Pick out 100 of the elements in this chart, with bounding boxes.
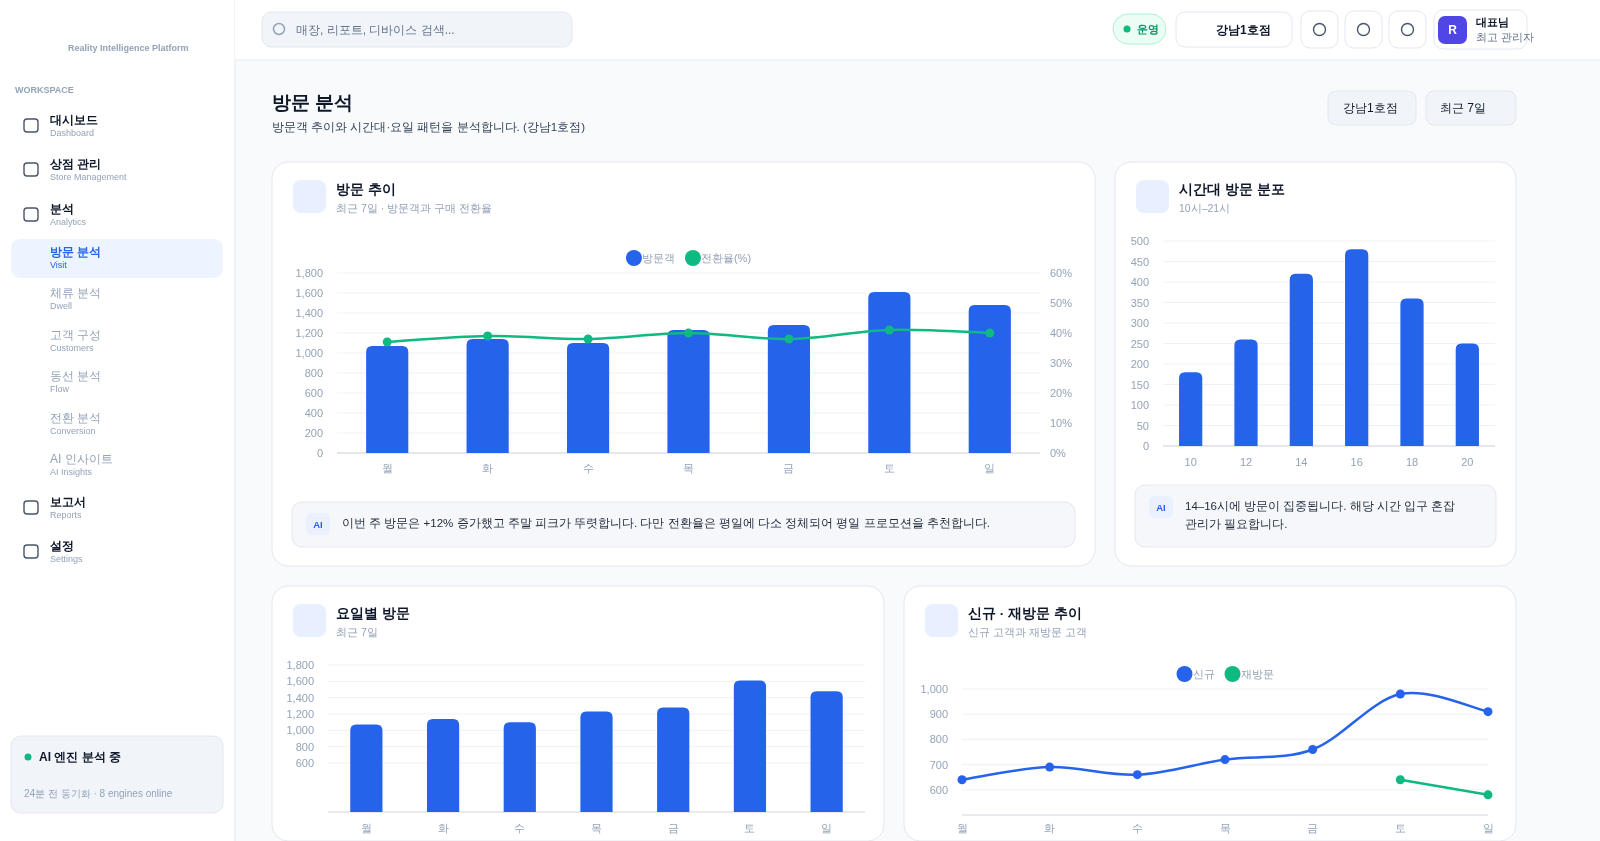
text: 방문 분석 bbox=[272, 91, 354, 113]
bar bbox=[1289, 273, 1313, 446]
text: Store Management bbox=[50, 172, 128, 182]
x-tick-label: 수 bbox=[514, 822, 526, 834]
text: 분석 bbox=[50, 202, 74, 216]
x-tick-label: 목 bbox=[591, 822, 602, 834]
point bbox=[483, 331, 493, 341]
y2-tick-label: 10% bbox=[1050, 417, 1073, 429]
text: Reports bbox=[50, 510, 83, 520]
legend-label: 전환율(%) bbox=[700, 252, 752, 264]
point bbox=[1132, 770, 1142, 780]
y-tick-label: 900 bbox=[929, 708, 948, 721]
y-tick-label: 1,800 bbox=[286, 659, 314, 671]
x-tick-label: 금 bbox=[783, 462, 795, 474]
bar bbox=[657, 707, 690, 812]
y-tick-label: 0 bbox=[316, 447, 323, 459]
bar bbox=[868, 292, 911, 453]
point bbox=[1483, 707, 1493, 717]
text: 매장, 리포트, 디바이스 검색... bbox=[296, 23, 455, 37]
y-tick-label: 400 bbox=[304, 407, 323, 419]
y-tick-label: 600 bbox=[929, 783, 948, 796]
text: 방문객 추이와 시간대·요일 패턴을 분석합니다. (강남1호점) bbox=[272, 121, 586, 133]
text: 고객 구성 bbox=[50, 328, 102, 342]
text: 설정 bbox=[49, 539, 74, 553]
text: AI Insights bbox=[50, 467, 93, 477]
legend-label: 방문객 bbox=[641, 252, 675, 264]
x-tick-label: 18 bbox=[1405, 456, 1419, 468]
x-tick-label: 화 bbox=[437, 822, 449, 834]
y2-tick-label: 40% bbox=[1050, 327, 1073, 339]
text: Settings bbox=[50, 554, 84, 564]
text: WORKSPACE bbox=[15, 85, 74, 95]
text: AI 엔진 분석 중 bbox=[39, 750, 122, 764]
chart-title: 요일별 방문 bbox=[336, 605, 410, 621]
y-tick-label: 1,200 bbox=[286, 708, 314, 720]
y-tick-label: 1,400 bbox=[295, 307, 323, 319]
point bbox=[1395, 775, 1405, 785]
x-tick-label: 20 bbox=[1461, 456, 1474, 468]
x-tick-label: 토 bbox=[883, 462, 895, 474]
y2-tick-label: 20% bbox=[1050, 387, 1073, 399]
x-tick-label: 10 bbox=[1184, 456, 1197, 468]
point bbox=[1308, 744, 1318, 754]
text: 체류 분석 bbox=[50, 286, 102, 300]
text: Conversion bbox=[50, 426, 96, 436]
text: 대표님 bbox=[1476, 16, 1509, 28]
text: 강남1호점 bbox=[1343, 101, 1398, 115]
y-tick-label: 700 bbox=[929, 758, 948, 771]
point bbox=[985, 328, 995, 338]
y2-tick-label: 30% bbox=[1050, 357, 1073, 369]
y2-tick-label: 0% bbox=[1050, 447, 1067, 459]
point bbox=[1045, 762, 1055, 772]
text: 24분 전 동기화 · 8 engines online bbox=[24, 787, 173, 799]
bar bbox=[366, 346, 409, 453]
bar bbox=[968, 305, 1011, 453]
y-tick-label: 250 bbox=[1130, 337, 1149, 350]
bar bbox=[426, 718, 460, 812]
chart-title: 시간대 방문 분포 bbox=[1179, 181, 1285, 197]
chart-title: 신규 · 재방문 추이 bbox=[968, 605, 1082, 621]
x-tick-label: 12 bbox=[1239, 456, 1253, 468]
text: 대시보드 bbox=[50, 113, 98, 127]
x-tick-label: 월 bbox=[956, 822, 968, 834]
y-tick-label: 600 bbox=[295, 757, 314, 769]
chart-subtitle: 10시–21시 bbox=[1179, 202, 1231, 214]
chart-title: 방문 추이 bbox=[336, 181, 396, 197]
y-tick-label: 200 bbox=[304, 427, 323, 439]
text: 방문 분석 bbox=[50, 245, 102, 259]
text: Visit bbox=[50, 260, 68, 270]
x-tick-label: 수 bbox=[1131, 822, 1143, 834]
x-tick-label: 목 bbox=[683, 462, 694, 474]
text: AI 인사이트 bbox=[50, 452, 113, 466]
text: Flow bbox=[50, 384, 70, 394]
bar bbox=[1345, 249, 1369, 446]
text: Analytics bbox=[50, 217, 87, 227]
bar bbox=[733, 680, 767, 812]
bar bbox=[667, 330, 710, 453]
y-tick-label: 1,800 bbox=[295, 267, 323, 279]
point bbox=[884, 325, 894, 335]
text: 동선 분석 bbox=[50, 369, 102, 383]
x-tick-label: 월 bbox=[360, 822, 372, 834]
y-tick-label: 500 bbox=[1130, 235, 1149, 247]
y-tick-label: 1,000 bbox=[286, 724, 314, 737]
y-tick-label: 350 bbox=[1130, 296, 1149, 309]
legend-label: 재방문 bbox=[1240, 668, 1274, 680]
text: Dwell bbox=[50, 301, 73, 311]
bar bbox=[566, 343, 610, 453]
x-tick-label: 목 bbox=[1219, 822, 1231, 834]
x-tick-label: 일 bbox=[1482, 822, 1494, 834]
y-tick-label: 1,000 bbox=[295, 347, 323, 359]
y-tick-label: 800 bbox=[304, 367, 323, 379]
legend-label: 신규 bbox=[1192, 668, 1215, 680]
point bbox=[583, 334, 593, 344]
bar bbox=[503, 722, 536, 812]
text: 이번 주 방문은 +12% 증가했고 주말 피크가 뚜렷합니다. 다만 전환율은 평일에 다소 정체되어 평일 프로모션을 추천합니다. bbox=[342, 517, 991, 529]
bar bbox=[1179, 372, 1203, 446]
text: Customers bbox=[50, 343, 95, 353]
text: R bbox=[1448, 23, 1458, 37]
x-tick-label: 토 bbox=[1394, 822, 1406, 834]
y-tick-label: 450 bbox=[1130, 255, 1149, 268]
point bbox=[784, 334, 794, 344]
point bbox=[1220, 755, 1230, 765]
bar bbox=[1400, 298, 1424, 446]
